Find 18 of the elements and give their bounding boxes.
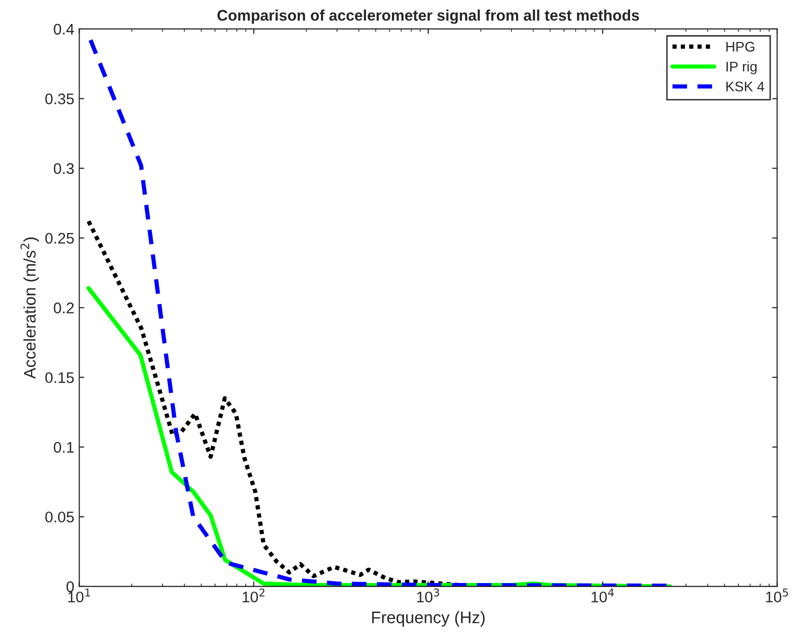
chart-title: Comparison of accelerometer signal from all test methods xyxy=(217,10,640,24)
x-tick-label: 10$^{5}$ xyxy=(766,588,788,602)
legend-label: KSK 4 xyxy=(726,82,764,92)
y-tick-label: 0.25 xyxy=(45,232,74,244)
x-axis-title: Frequency (Hz) xyxy=(372,611,485,627)
legend-label: IP rig xyxy=(726,61,757,74)
x-tick-label: 10$^{4}$ xyxy=(592,588,614,602)
y-tick-label: 0.35 xyxy=(45,93,74,104)
y-tick-label: 0.15 xyxy=(45,372,74,384)
y-tick-label: 0.1 xyxy=(54,442,74,453)
x-tick-label: 10$^{3}$ xyxy=(417,588,440,602)
y-tick-label: 0.4 xyxy=(54,24,74,35)
x-tick-label: 10$^{2}$ xyxy=(242,588,264,602)
y-tick-label: 0.2 xyxy=(54,302,74,314)
legend-label: HPG xyxy=(726,42,754,52)
y-tick-label: 0.3 xyxy=(54,163,74,174)
y-axis-title: Acceleration (m/s$^{2}$) xyxy=(20,238,39,379)
y-tick-label: 0.05 xyxy=(45,512,74,522)
